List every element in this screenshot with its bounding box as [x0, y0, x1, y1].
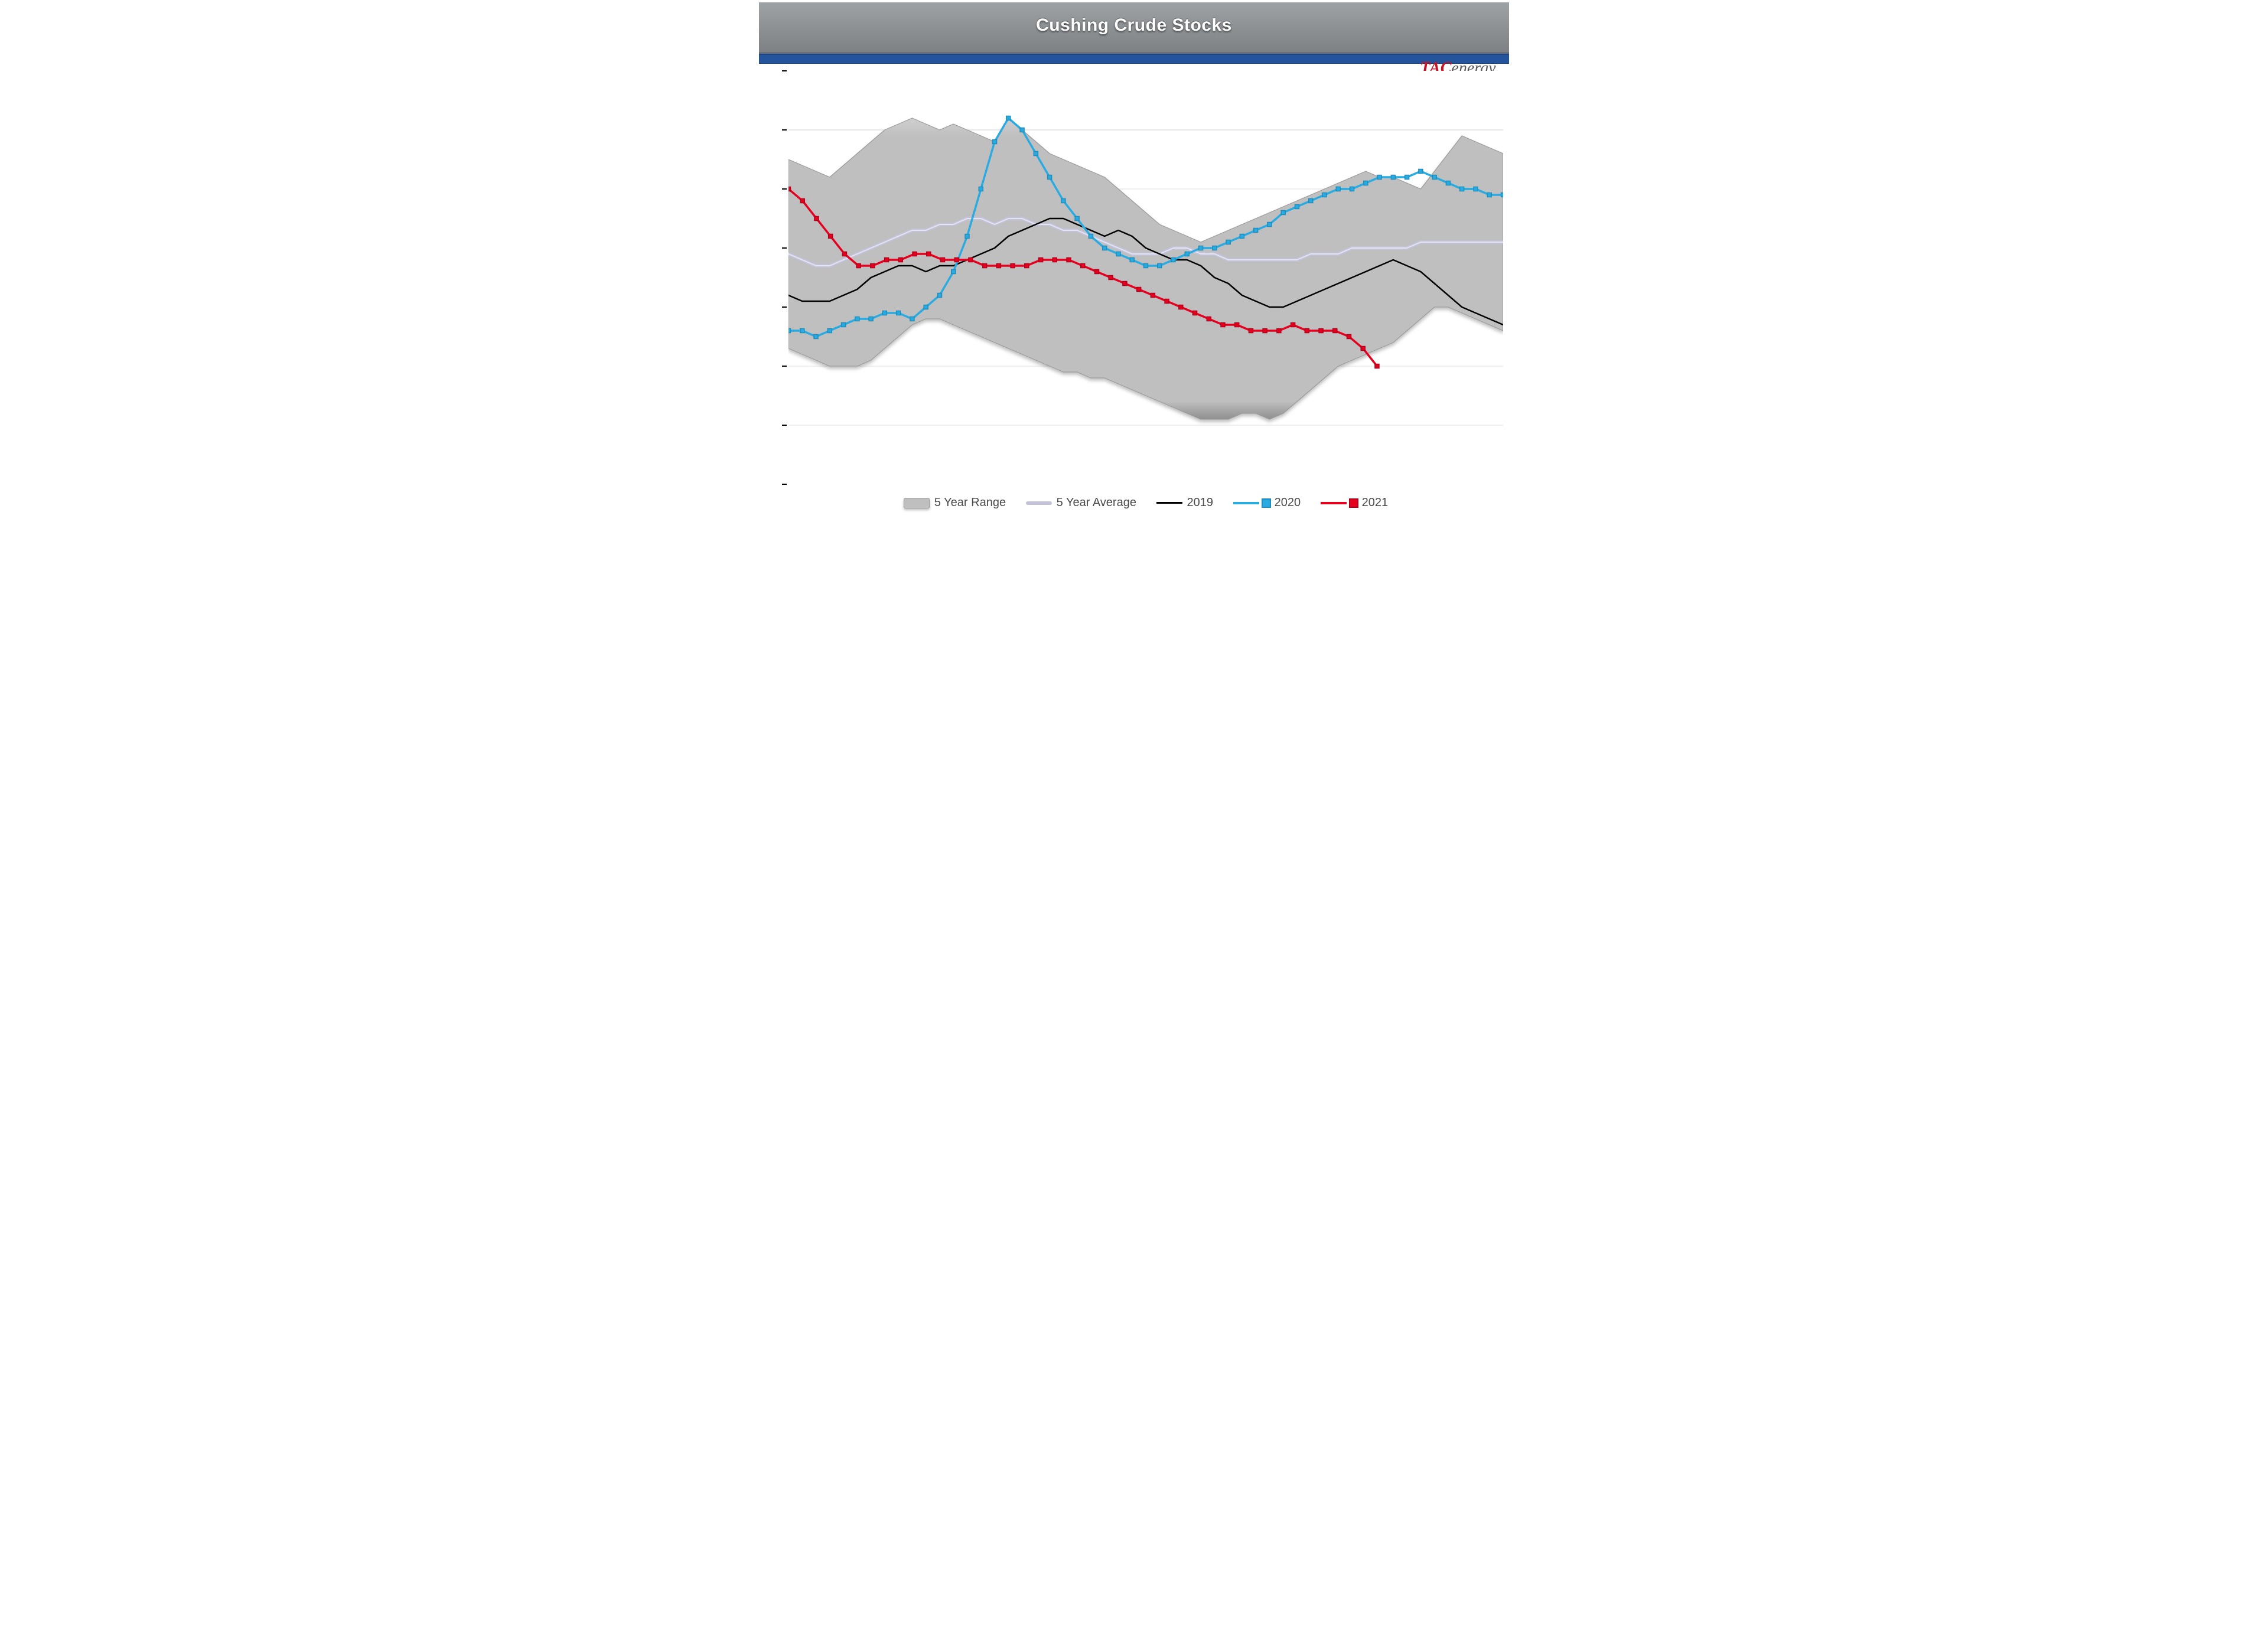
- header-underline: [759, 54, 1509, 64]
- line-2020-icon: [1233, 502, 1259, 504]
- y-tick: [782, 484, 787, 485]
- legend-avg-label: 5 Year Average: [1057, 496, 1136, 510]
- chart-svg: [788, 71, 1503, 484]
- legend-2019: 2019: [1156, 496, 1214, 510]
- legend-2020-label: 2020: [1275, 496, 1301, 510]
- y-tick: [782, 306, 787, 308]
- legend-avg: 5 Year Average: [1026, 496, 1136, 510]
- plot-area: [788, 71, 1503, 484]
- legend-2021-label: 2021: [1362, 496, 1389, 510]
- line-2021-icon: [1321, 502, 1347, 504]
- y-tick: [782, 70, 787, 71]
- line-2019-icon: [1156, 502, 1182, 504]
- marker-2020-icon: [1262, 498, 1271, 508]
- header-bar: Cushing Crude Stocks: [759, 2, 1509, 52]
- chart-frame: Cushing Crude Stocks TACenergy. 5 Year R…: [756, 0, 1512, 549]
- legend-2021: 2021: [1321, 496, 1389, 510]
- legend-2019-label: 2019: [1187, 496, 1214, 510]
- y-tick: [782, 247, 787, 249]
- chart-title: Cushing Crude Stocks: [759, 15, 1509, 35]
- y-tick: [782, 129, 787, 131]
- avg-swatch-icon: [1026, 501, 1052, 505]
- y-tick: [782, 366, 787, 367]
- legend-2020: 2020: [1233, 496, 1301, 510]
- y-tick: [782, 425, 787, 426]
- marker-2021-icon: [1349, 498, 1358, 508]
- range-swatch-icon: [904, 498, 930, 508]
- y-tick: [782, 188, 787, 190]
- legend-range: 5 Year Range: [904, 496, 1006, 510]
- legend: 5 Year Range 5 Year Average 2019 2020 20…: [788, 496, 1503, 510]
- legend-range-label: 5 Year Range: [934, 496, 1006, 510]
